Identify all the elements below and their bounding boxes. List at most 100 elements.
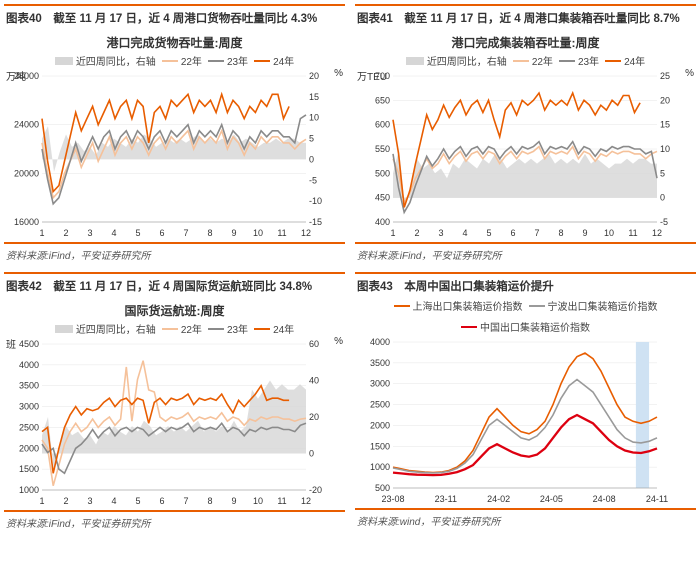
svg-text:2000: 2000 [370, 420, 390, 430]
svg-text:16000: 16000 [14, 217, 39, 227]
y-left-unit: 班 [6, 336, 16, 351]
chart-svg: 500100015002000250030003500400023-0823-1… [355, 336, 685, 506]
chart-area: 万吨%16000200002400028000-15-10-5051015201… [4, 70, 345, 240]
legend-label: 22年 [181, 53, 202, 68]
legend-swatch [461, 326, 477, 328]
legend-area-label: 近四周同比，右轴 [76, 321, 156, 336]
svg-text:11: 11 [628, 228, 637, 238]
svg-text:20: 20 [309, 412, 319, 422]
legend-swatch [162, 328, 178, 330]
svg-text:650: 650 [375, 95, 390, 105]
svg-text:-5: -5 [309, 175, 317, 185]
svg-text:5: 5 [486, 228, 491, 238]
svg-text:20000: 20000 [14, 168, 39, 178]
legend-area-item: 近四周同比，右轴 [55, 53, 156, 68]
legend-line-item: 中国出口集装箱运价指数 [461, 319, 590, 334]
y-right-unit: % [334, 68, 343, 79]
legend-label: 24年 [273, 321, 294, 336]
svg-text:5: 5 [135, 228, 140, 238]
svg-text:20: 20 [660, 95, 670, 105]
svg-text:9: 9 [231, 228, 236, 238]
legend-swatch [254, 60, 270, 62]
legend-area-swatch [55, 57, 73, 65]
chart-header: 图表41 截至 11 月 17 日，近 4 周港口集装箱吞吐量同比 8.7% [355, 4, 696, 30]
legend-label: 24年 [624, 53, 645, 68]
svg-text:15: 15 [309, 92, 319, 102]
svg-text:12: 12 [301, 496, 311, 506]
chart-title: 国际货运航班:周度 [4, 302, 345, 319]
legend-line-item: 22年 [162, 321, 202, 336]
svg-text:3: 3 [87, 496, 92, 506]
legend-swatch [513, 60, 529, 62]
svg-text:4500: 4500 [19, 339, 39, 349]
svg-text:23-11: 23-11 [435, 494, 457, 504]
svg-text:5: 5 [135, 496, 140, 506]
svg-text:2000: 2000 [19, 443, 39, 453]
svg-text:25: 25 [660, 71, 670, 81]
svg-text:-20: -20 [309, 485, 322, 495]
svg-text:7: 7 [183, 496, 188, 506]
svg-text:7: 7 [183, 228, 188, 238]
legend-label: 中国出口集装箱运价指数 [480, 319, 590, 334]
svg-text:450: 450 [375, 193, 390, 203]
svg-text:5: 5 [660, 168, 665, 178]
chart-area: 500100015002000250030003500400023-0823-1… [355, 336, 696, 506]
svg-text:1: 1 [39, 496, 44, 506]
svg-text:9: 9 [231, 496, 236, 506]
legend-line-item: 24年 [254, 53, 294, 68]
legend-swatch [162, 60, 178, 62]
svg-text:1000: 1000 [19, 485, 39, 495]
svg-text:24-05: 24-05 [540, 494, 563, 504]
svg-text:550: 550 [375, 144, 390, 154]
legend-area-item: 近四周同比，右轴 [406, 53, 507, 68]
svg-text:24-02: 24-02 [487, 494, 510, 504]
svg-text:9: 9 [582, 228, 587, 238]
legend-line-item: 上海出口集装箱运价指数 [394, 298, 523, 313]
chart-area: 万TEU%400450500550600650700-5051015202512… [355, 70, 696, 240]
svg-text:500: 500 [375, 168, 390, 178]
y-left-unit: 万TEU [357, 68, 387, 83]
legend-label: 22年 [181, 321, 202, 336]
svg-text:10: 10 [253, 228, 263, 238]
chart-panel-1: 图表41 截至 11 月 17 日，近 4 周港口集装箱吞吐量同比 8.7%港口… [355, 4, 696, 270]
legend-label: 23年 [227, 53, 248, 68]
legend-line-item: 22年 [513, 53, 553, 68]
legend-label: 宁波出口集装箱运价指数 [548, 298, 658, 313]
legend-line-item: 24年 [605, 53, 645, 68]
svg-text:24000: 24000 [14, 120, 39, 130]
svg-text:5: 5 [309, 134, 314, 144]
legend-area-label: 近四周同比，右轴 [76, 53, 156, 68]
legend-swatch [208, 328, 224, 330]
legend-line-item: 23年 [208, 321, 248, 336]
svg-text:6: 6 [510, 228, 515, 238]
svg-text:3500: 3500 [19, 381, 39, 391]
svg-text:23-08: 23-08 [381, 494, 404, 504]
svg-text:8: 8 [207, 496, 212, 506]
legend-line-item: 宁波出口集装箱运价指数 [529, 298, 658, 313]
chart-svg: 16000200002400028000-15-10-5051015201234… [4, 70, 334, 240]
svg-text:8: 8 [558, 228, 563, 238]
legend-label: 上海出口集装箱运价指数 [413, 298, 523, 313]
svg-text:3000: 3000 [19, 402, 39, 412]
svg-text:3500: 3500 [370, 358, 390, 368]
chart-source: 资料来源:wind，平安证券研究所 [355, 508, 696, 536]
svg-text:-15: -15 [309, 217, 322, 227]
svg-text:600: 600 [375, 120, 390, 130]
legend-swatch [529, 305, 545, 307]
legend-line-item: 22年 [162, 53, 202, 68]
chart-source: 资料来源:iFind，平安证券研究所 [4, 510, 345, 538]
chart-svg: 10001500200025003000350040004500-2002040… [4, 338, 334, 508]
svg-text:8: 8 [207, 228, 212, 238]
svg-text:-5: -5 [660, 217, 668, 227]
svg-text:4000: 4000 [370, 337, 390, 347]
chart-panel-3: 图表43 本周中国出口集装箱运价提升上海出口集装箱运价指数宁波出口集装箱运价指数… [355, 272, 696, 538]
legend-label: 23年 [227, 321, 248, 336]
legend-swatch [559, 60, 575, 62]
svg-text:500: 500 [375, 483, 390, 493]
svg-text:0: 0 [309, 154, 314, 164]
svg-text:6: 6 [159, 496, 164, 506]
svg-text:1500: 1500 [19, 464, 39, 474]
svg-text:7: 7 [534, 228, 539, 238]
legend-area-label: 近四周同比，右轴 [427, 53, 507, 68]
legend-swatch [394, 305, 410, 307]
